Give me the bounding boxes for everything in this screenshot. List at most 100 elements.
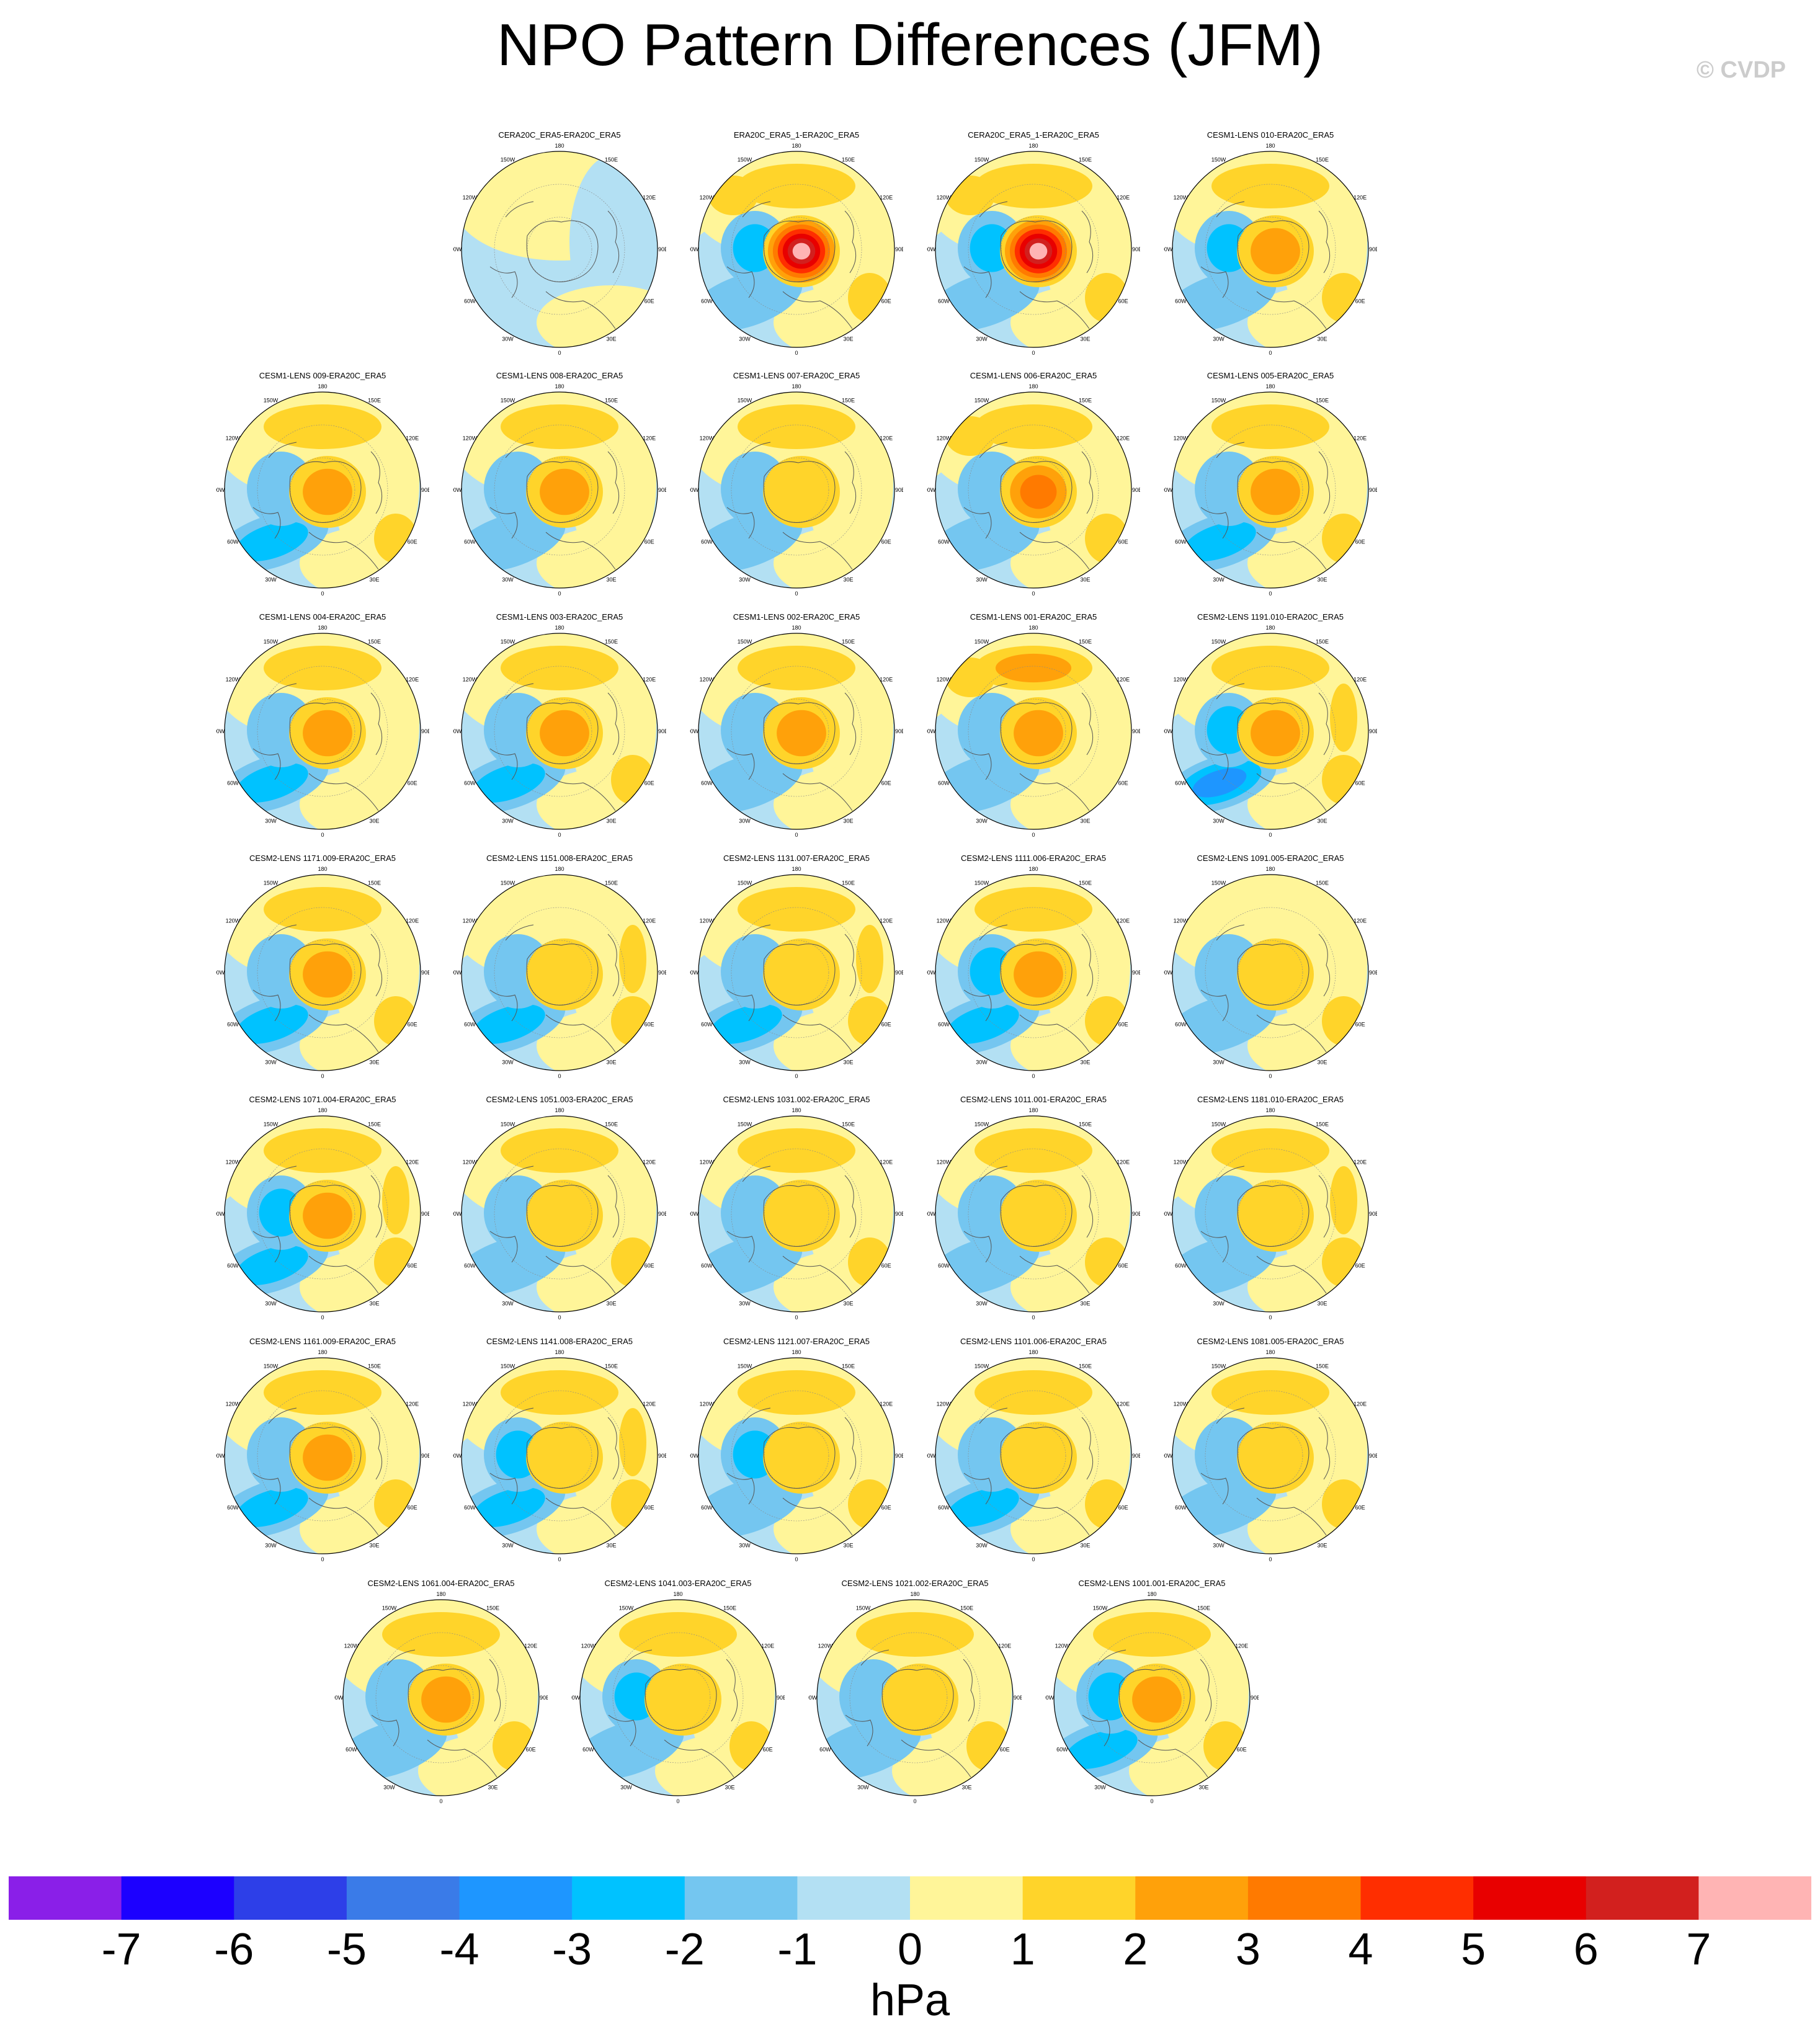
- map-boundary: [1053, 1599, 1251, 1796]
- longitude-label: 180: [792, 1107, 801, 1113]
- longitude-label: 60W: [819, 1747, 831, 1753]
- contour-fill: [382, 1166, 409, 1234]
- longitude-label: 30W: [265, 1543, 277, 1549]
- panel-title: CESM2-LENS 1011.001-ERA20C_ERA5: [960, 1095, 1107, 1104]
- longitude-label: 60E: [881, 298, 891, 305]
- longitude-label: 150W: [975, 638, 989, 644]
- colorbar-segment: [459, 1876, 573, 1920]
- longitude-label: 60W: [1175, 1505, 1187, 1511]
- contour-fill: [856, 925, 883, 993]
- coastline: [963, 1166, 1094, 1294]
- longitude-label: 120E: [1117, 677, 1130, 683]
- longitude-label: 90E: [1132, 969, 1140, 976]
- longitude-label: 30E: [369, 818, 379, 824]
- map-panel: CESM1-LENS 001-ERA20C_ERA5 180 150E 120E 90E…: [922, 612, 1145, 854]
- coastline: [726, 201, 857, 329]
- longitude-label: 30E: [606, 577, 616, 583]
- coastline: [963, 683, 1094, 811]
- longitude-label: 150W: [738, 880, 752, 886]
- contour-fill: [763, 1180, 840, 1252]
- contour-fill: [975, 404, 1092, 449]
- map-panel: CESM1-LENS 002-ERA20C_ERA5 180 150E 120E 90E…: [685, 612, 908, 854]
- longitude-label: 120W: [700, 195, 715, 201]
- longitude-label: 0: [321, 1556, 324, 1562]
- longitude-label: 30E: [488, 1785, 497, 1791]
- contour-fill: [235, 1487, 308, 1527]
- longitude-label: 90W: [571, 1695, 581, 1701]
- colorbar-segment: [346, 1876, 460, 1920]
- longitude-label: 60W: [1175, 1022, 1187, 1028]
- longitude-label: 120W: [1055, 1643, 1070, 1649]
- longitude-label: 120W: [937, 1401, 952, 1407]
- longitude-label: 30W: [1213, 1059, 1224, 1066]
- longitude-label: 120E: [406, 1401, 419, 1407]
- longitude-label: 180: [318, 866, 327, 872]
- contour-fill: [1000, 1180, 1077, 1252]
- longitude-label: 150W: [501, 156, 515, 163]
- contour-fill: [619, 925, 646, 993]
- longitude-label: 150E: [1079, 638, 1092, 644]
- longitude-label: 90E: [1369, 487, 1377, 493]
- longitude-label: 60E: [408, 780, 417, 787]
- colorbar-tick: -6: [214, 1925, 254, 1974]
- longitude-label: 120E: [406, 918, 419, 924]
- panel-title: CESM2-LENS 1081.005-ERA20C_ERA5: [1197, 1337, 1344, 1346]
- longitude-label: 120E: [643, 435, 656, 442]
- colorbar-segment: [1586, 1876, 1699, 1920]
- longitude-label: 30E: [1317, 577, 1327, 583]
- panel-title: CESM1-LENS 002-ERA20C_ERA5: [733, 612, 860, 622]
- polar-map: 180 150E 120E 90E 60E 30E 0 30W 60W 90W 120W 150W: [216, 625, 429, 838]
- longitude-label: 180: [555, 625, 564, 631]
- longitude-label: 30E: [843, 1059, 853, 1066]
- map-panel: CESM2-LENS 1151.008-ERA20C_ERA5 180 150E 12…: [448, 854, 671, 1095]
- map-panel: CESM1-LENS 004-ERA20C_ERA5 180 150E 120E 90E…: [211, 612, 434, 854]
- longitude-label: 90W: [216, 1211, 225, 1217]
- contour-fill: [1237, 1422, 1314, 1494]
- longitude-label: 0: [1032, 591, 1035, 597]
- longitude-label: 180: [792, 1349, 801, 1355]
- longitude-label: 30W: [1213, 577, 1224, 583]
- polar-map: 180 150E 120E 90E 60E 30E 0 30W 60W 90W 120W 150W: [453, 1349, 666, 1562]
- latitude-line: [1086, 1632, 1218, 1763]
- longitude-label: 60W: [464, 1022, 476, 1028]
- longitude-label: 180: [318, 1107, 327, 1113]
- panel-title: CESM1-LENS 005-ERA20C_ERA5: [1207, 371, 1334, 380]
- contour-fill: [303, 1192, 352, 1239]
- longitude-label: 30W: [1213, 1301, 1224, 1307]
- longitude-label: 120W: [1174, 918, 1189, 924]
- longitude-label: 150W: [264, 1363, 279, 1369]
- contour-fill: [738, 887, 855, 932]
- longitude-label: 120E: [880, 1159, 893, 1166]
- longitude-label: 120E: [1117, 195, 1130, 201]
- panel-title: CESM2-LENS 1161.009-ERA20C_ERA5: [249, 1337, 396, 1346]
- colorbar-tick: -5: [326, 1925, 367, 1974]
- longitude-label: 150W: [619, 1605, 634, 1611]
- longitude-label: 90W: [1164, 1453, 1173, 1459]
- longitude-label: 90W: [453, 728, 462, 734]
- longitude-label: 60E: [1355, 1022, 1365, 1028]
- longitude-label: 180: [673, 1591, 682, 1597]
- longitude-label: 120W: [463, 195, 478, 201]
- contour-fill: [303, 951, 352, 998]
- contour-fill: [526, 938, 603, 1010]
- coastline: [252, 683, 383, 811]
- longitude-label: 30E: [369, 1543, 379, 1549]
- longitude-label: 60E: [1355, 1505, 1365, 1511]
- contour-fill: [995, 653, 1072, 683]
- longitude-label: 0: [1269, 591, 1272, 597]
- longitude-label: 30E: [1080, 1543, 1090, 1549]
- longitude-label: 150E: [1316, 638, 1329, 644]
- contour-fill: [1064, 1729, 1138, 1769]
- longitude-label: 60W: [938, 1263, 950, 1269]
- longitude-label: 30W: [265, 577, 277, 583]
- longitude-label: 90W: [927, 487, 936, 493]
- contour-fill: [1030, 244, 1046, 259]
- longitude-label: 150E: [842, 397, 855, 403]
- longitude-label: 90E: [658, 1211, 666, 1217]
- longitude-label: 120W: [463, 918, 478, 924]
- coastline: [963, 924, 1094, 1053]
- longitude-label: 30E: [369, 1301, 379, 1307]
- longitude-label: 120E: [406, 677, 419, 683]
- longitude-label: 150E: [368, 397, 381, 403]
- longitude-label: 60E: [645, 1505, 654, 1511]
